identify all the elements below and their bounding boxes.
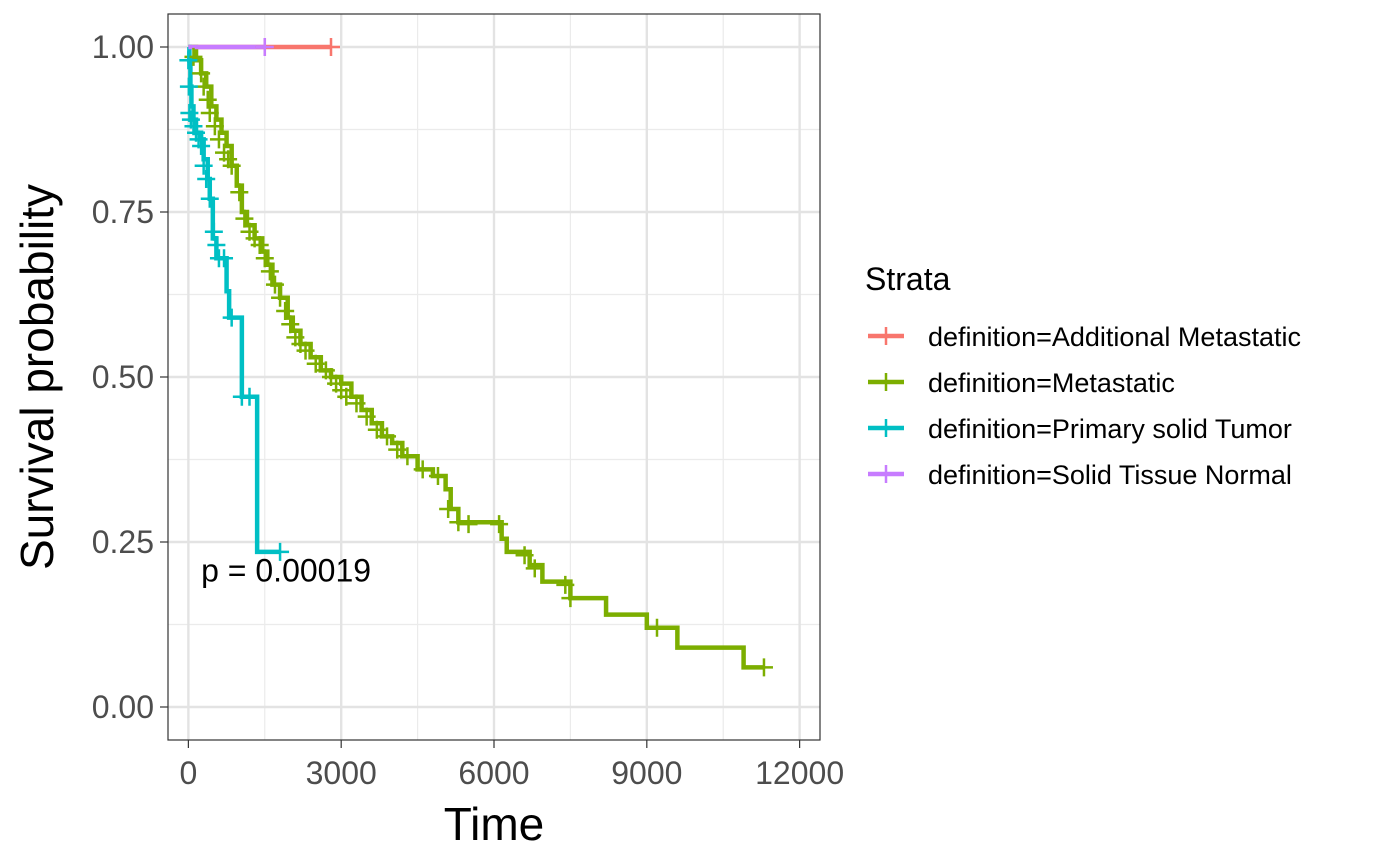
censor-mark: [388, 440, 407, 459]
censor-mark: [322, 38, 340, 56]
y-tick-label: 0.25: [92, 524, 154, 560]
censor-mark: [306, 354, 325, 373]
censor-mark: [367, 420, 386, 439]
censor-mark: [209, 130, 228, 149]
censor-mark: [230, 183, 249, 202]
censor-mark: [222, 156, 241, 175]
legend-label: definition=Additional Metastatic: [928, 322, 1301, 352]
censor-mark: [204, 222, 223, 241]
legend-label: definition=Primary solid Tumor: [928, 414, 1292, 444]
censor-mark: [271, 542, 290, 561]
censor-mark: [192, 137, 211, 155]
x-tick-label: 0: [179, 755, 197, 791]
censor-mark: [179, 77, 198, 96]
censor-mark: [281, 315, 300, 334]
y-tick-label: 0.00: [92, 689, 154, 725]
y-tick-label: 1.00: [92, 29, 154, 65]
censor-mark: [240, 387, 259, 406]
survival-curve: [187, 44, 281, 555]
censor-mark: [198, 90, 217, 109]
censor-mark: [265, 275, 284, 294]
censor-mark: [347, 394, 366, 413]
censor-mark: [515, 546, 534, 565]
censor-mark: [648, 618, 666, 637]
censor-mark: [398, 447, 417, 466]
censor-mark: [200, 104, 219, 122]
censor-mark: [428, 467, 447, 485]
censor-mark: [200, 189, 219, 208]
censor-mark: [357, 407, 376, 426]
censor-mark: [561, 589, 580, 608]
censor-mark: [413, 460, 432, 479]
annotation-p-value: p = 0.00019: [201, 553, 371, 589]
x-tick-label: 3000: [306, 755, 377, 791]
censor-mark: [296, 341, 315, 360]
legend: Strata definition=Additional Metastatic d…: [865, 261, 1301, 490]
censor-mark: [754, 658, 773, 677]
censor-mark: [439, 500, 458, 518]
censor-mark: [222, 308, 241, 327]
censor-mark: [525, 559, 544, 578]
x-tick-label: 9000: [611, 755, 682, 791]
censor-mark: [194, 156, 213, 175]
x-axis-title: Time: [444, 798, 545, 850]
censor-mark: [459, 515, 478, 534]
censor-mark: [337, 387, 356, 406]
censor-mark: [235, 209, 254, 228]
legend-label: definition=Metastatic: [928, 368, 1175, 398]
censor-mark: [276, 302, 295, 320]
censor-marks: [179, 38, 773, 677]
censor-mark: [255, 249, 274, 268]
censor-mark: [271, 288, 290, 307]
y-tick-label: 0.50: [92, 359, 154, 395]
x-tick-label: 12000: [755, 755, 844, 791]
y-axis: 0.00 0.25 0.50 0.75 1.00: [92, 29, 168, 725]
x-axis: 0 3000 6000 9000 12000: [179, 740, 844, 791]
censor-mark: [490, 515, 509, 534]
censor-mark: [255, 38, 274, 56]
censor-mark: [205, 117, 224, 136]
censor-mark: [449, 513, 468, 532]
censor-mark: [207, 236, 226, 254]
censor-mark: [556, 575, 575, 594]
censor-mark: [250, 236, 269, 254]
x-tick-label: 6000: [458, 755, 529, 791]
legend-title: Strata: [865, 261, 951, 297]
censor-mark: [215, 249, 234, 268]
y-axis-title: Survival probability: [11, 184, 63, 570]
legend-label: definition=Solid Tissue Normal: [928, 460, 1292, 490]
censor-mark: [378, 427, 397, 446]
y-tick-label: 0.75: [92, 194, 154, 230]
censor-mark: [260, 262, 279, 281]
censor-mark: [179, 51, 198, 70]
censor-mark: [197, 170, 216, 188]
censor-mark: [192, 64, 211, 83]
